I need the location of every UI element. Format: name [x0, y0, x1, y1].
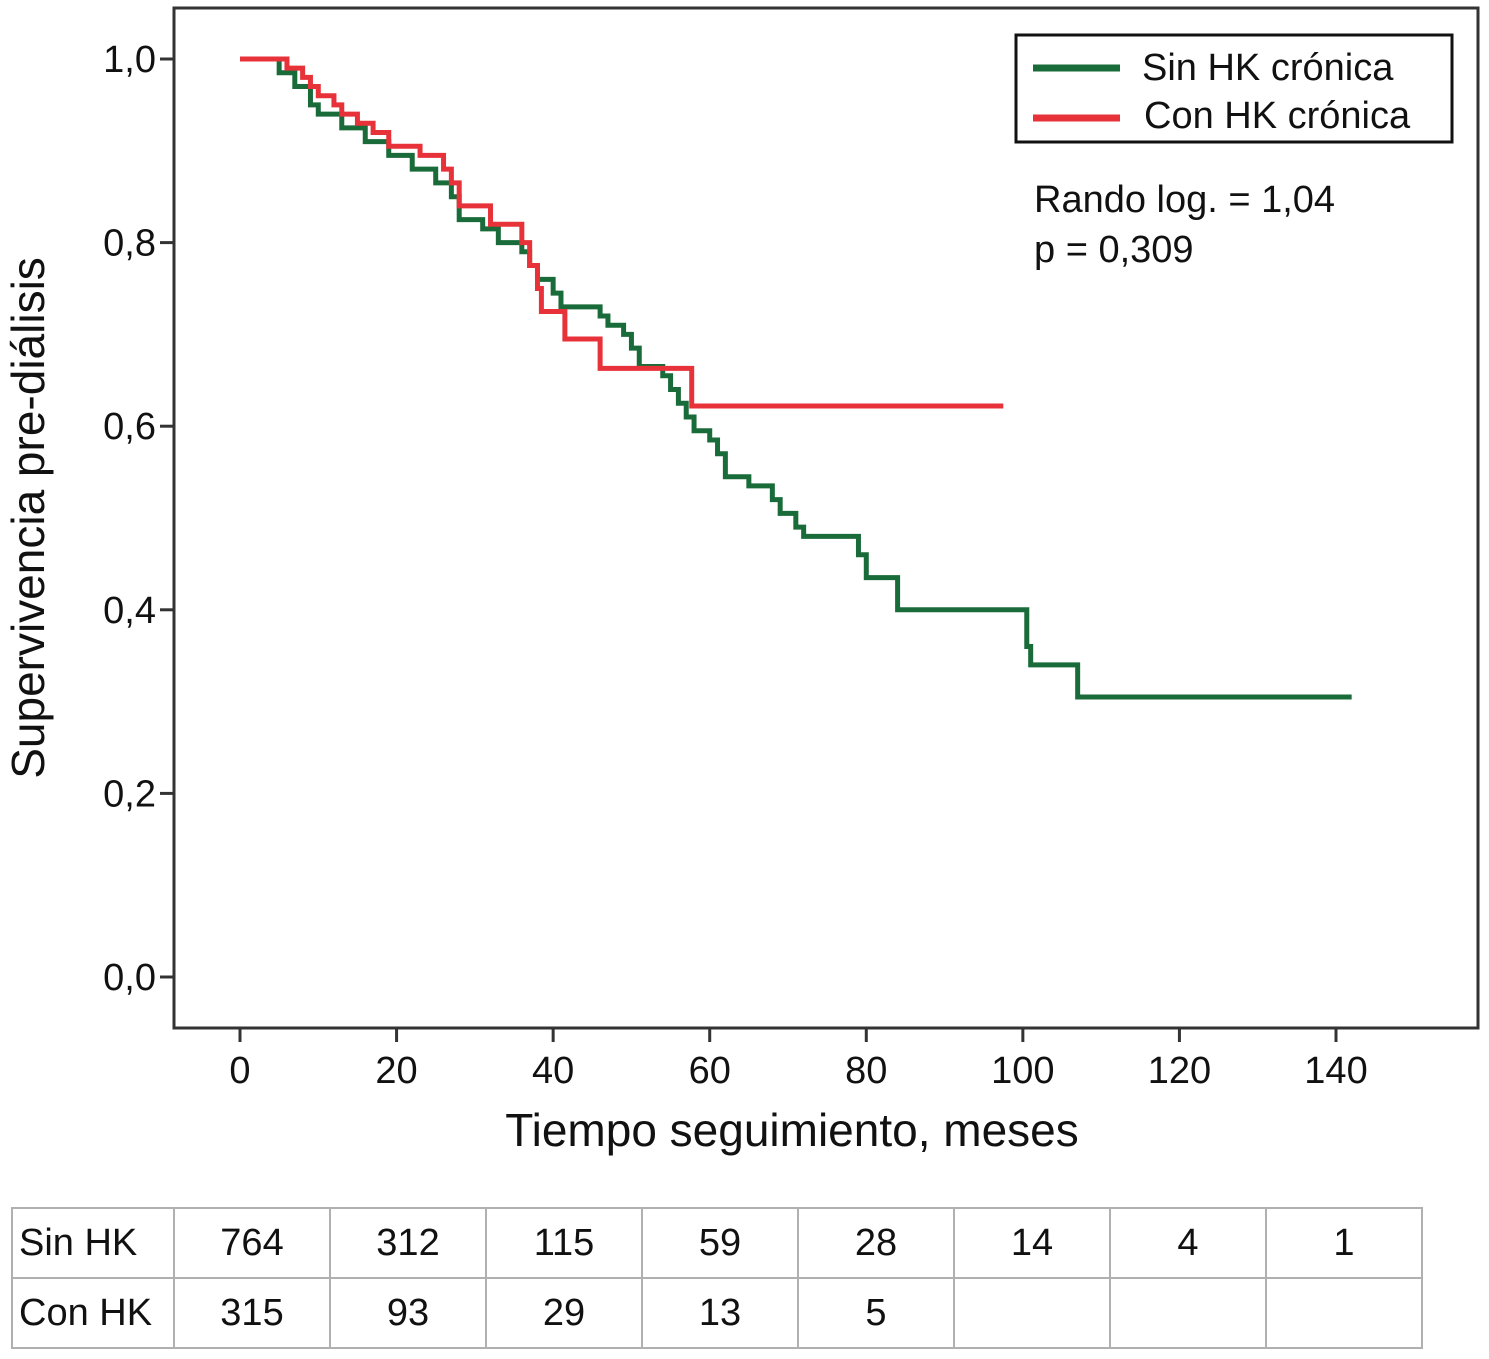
x-tick-label: 40 — [532, 1050, 574, 1092]
x-tick-label: 140 — [1304, 1050, 1367, 1092]
x-tick-label: 60 — [689, 1050, 731, 1092]
survival-curve-sin-hk — [240, 56, 1352, 700]
x-tick-label: 100 — [991, 1050, 1054, 1092]
risk-count-cell: 14 — [953, 1207, 1111, 1279]
x-tick-label: 120 — [1148, 1050, 1211, 1092]
row-label: Sin HK — [11, 1207, 175, 1279]
risk-count-cell: 59 — [641, 1207, 799, 1279]
x-axis-label: Tiempo seguimiento, meses — [505, 1104, 1079, 1156]
legend-label-sin: Sin HK crónica — [1142, 47, 1394, 89]
risk-count-cell: 315 — [173, 1277, 331, 1349]
risk-count-cell — [953, 1277, 1111, 1349]
risk-table-row: Sin HK 764 312 115 59 28 14 4 1 — [11, 1207, 1423, 1279]
legend-label-con: Con HK crónica — [1144, 95, 1411, 137]
risk-table-row: Con HK 315 93 29 13 5 — [11, 1277, 1423, 1349]
y-tick-label: 0,6 — [103, 406, 156, 448]
x-tick-label: 20 — [375, 1050, 417, 1092]
y-tick-label: 0,0 — [103, 957, 156, 999]
y-tick-label: 0,8 — [103, 223, 156, 265]
x-tick-label: 80 — [845, 1050, 887, 1092]
risk-count-cell: 4 — [1109, 1207, 1267, 1279]
risk-count-cell: 764 — [173, 1207, 331, 1279]
annotation-p-value: p = 0,309 — [1034, 229, 1194, 271]
risk-count-cell: 312 — [329, 1207, 487, 1279]
risk-count-cell: 115 — [485, 1207, 643, 1279]
risk-count-cell: 28 — [797, 1207, 955, 1279]
risk-count-cell: 5 — [797, 1277, 955, 1349]
kaplan-meier-chart: 0 20 40 60 80 100 120 140 0,0 0,2 0,4 0,6 0,8 1,0 Tie… — [2, 6, 1480, 1156]
number-at-risk-table: Sin HK 764 312 115 59 28 14 4 1 Con HK 315 93 29 13 5 — [11, 1207, 1423, 1349]
legend: Sin HK crónica Con HK crónica — [1014, 33, 1454, 144]
plot-frame — [172, 6, 1480, 1030]
y-tick-label: 0,4 — [103, 590, 156, 632]
y-tick-label: 0,2 — [103, 773, 156, 815]
risk-count-cell: 1 — [1265, 1207, 1423, 1279]
survival-curve-con-hk — [240, 56, 1004, 409]
annotation-logrank: Rando log. = 1,04 — [1034, 179, 1335, 221]
risk-count-cell — [1109, 1277, 1267, 1349]
y-tick-label: 1,0 — [103, 39, 156, 81]
row-label: Con HK — [11, 1277, 175, 1349]
y-axis-label: Supervivencia pre-diálisis — [2, 257, 54, 779]
risk-count-cell: 13 — [641, 1277, 799, 1349]
x-tick-label: 0 — [229, 1050, 250, 1092]
risk-count-cell: 29 — [485, 1277, 643, 1349]
risk-count-cell: 93 — [329, 1277, 487, 1349]
risk-count-cell — [1265, 1277, 1423, 1349]
